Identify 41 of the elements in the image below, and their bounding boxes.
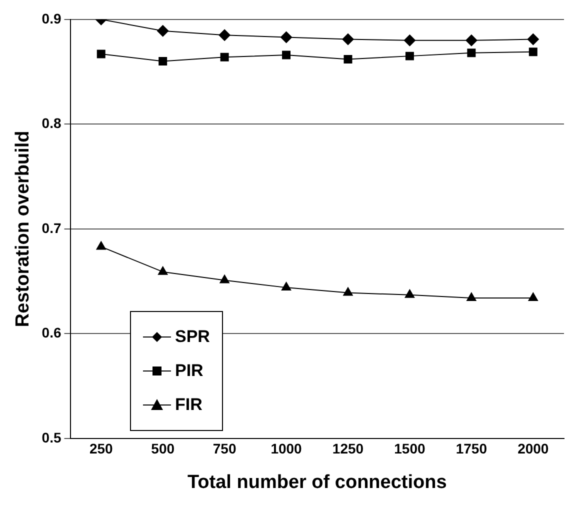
x-axis-title: Total number of connections — [187, 472, 447, 493]
y-tick-label: 0.9 — [42, 10, 62, 26]
x-tick-label: 750 — [212, 440, 236, 457]
x-tick-label: 1750 — [456, 440, 488, 457]
point — [281, 282, 292, 291]
point — [466, 292, 477, 302]
point — [158, 266, 168, 275]
point — [404, 288, 415, 298]
y-tick-label: 0.6 — [42, 324, 62, 341]
legend-label: PIR — [175, 361, 204, 381]
point — [405, 52, 414, 60]
x-tick-label: 1250 — [332, 440, 364, 457]
point — [280, 31, 292, 44]
x-tick-label: 2000 — [518, 440, 549, 457]
y-axis-title: Restoration overbuild — [12, 130, 34, 328]
x-tick-label: 500 — [151, 440, 175, 457]
point — [218, 29, 231, 42]
point — [467, 48, 476, 58]
point — [220, 52, 229, 62]
point — [158, 57, 168, 66]
x-tick-label: 1000 — [270, 440, 302, 457]
x-tick-label: 250 — [89, 440, 114, 457]
x-tick-label: 1500 — [394, 440, 426, 457]
point — [96, 50, 106, 58]
point — [344, 54, 352, 64]
point — [156, 24, 169, 37]
point — [282, 50, 291, 60]
point — [527, 33, 540, 46]
y-tick-label: 0.7 — [42, 220, 62, 236]
point — [465, 34, 478, 46]
point — [528, 48, 538, 56]
legend-label: SPR — [175, 327, 210, 347]
y-tick-label: 0.8 — [42, 115, 62, 132]
point — [528, 292, 538, 302]
y-tick-label: 0.5 — [42, 429, 62, 446]
point — [342, 33, 354, 46]
legend-label: FIR — [175, 395, 202, 415]
point — [404, 34, 416, 46]
point — [96, 240, 106, 250]
point — [219, 274, 230, 284]
point — [342, 286, 354, 296]
